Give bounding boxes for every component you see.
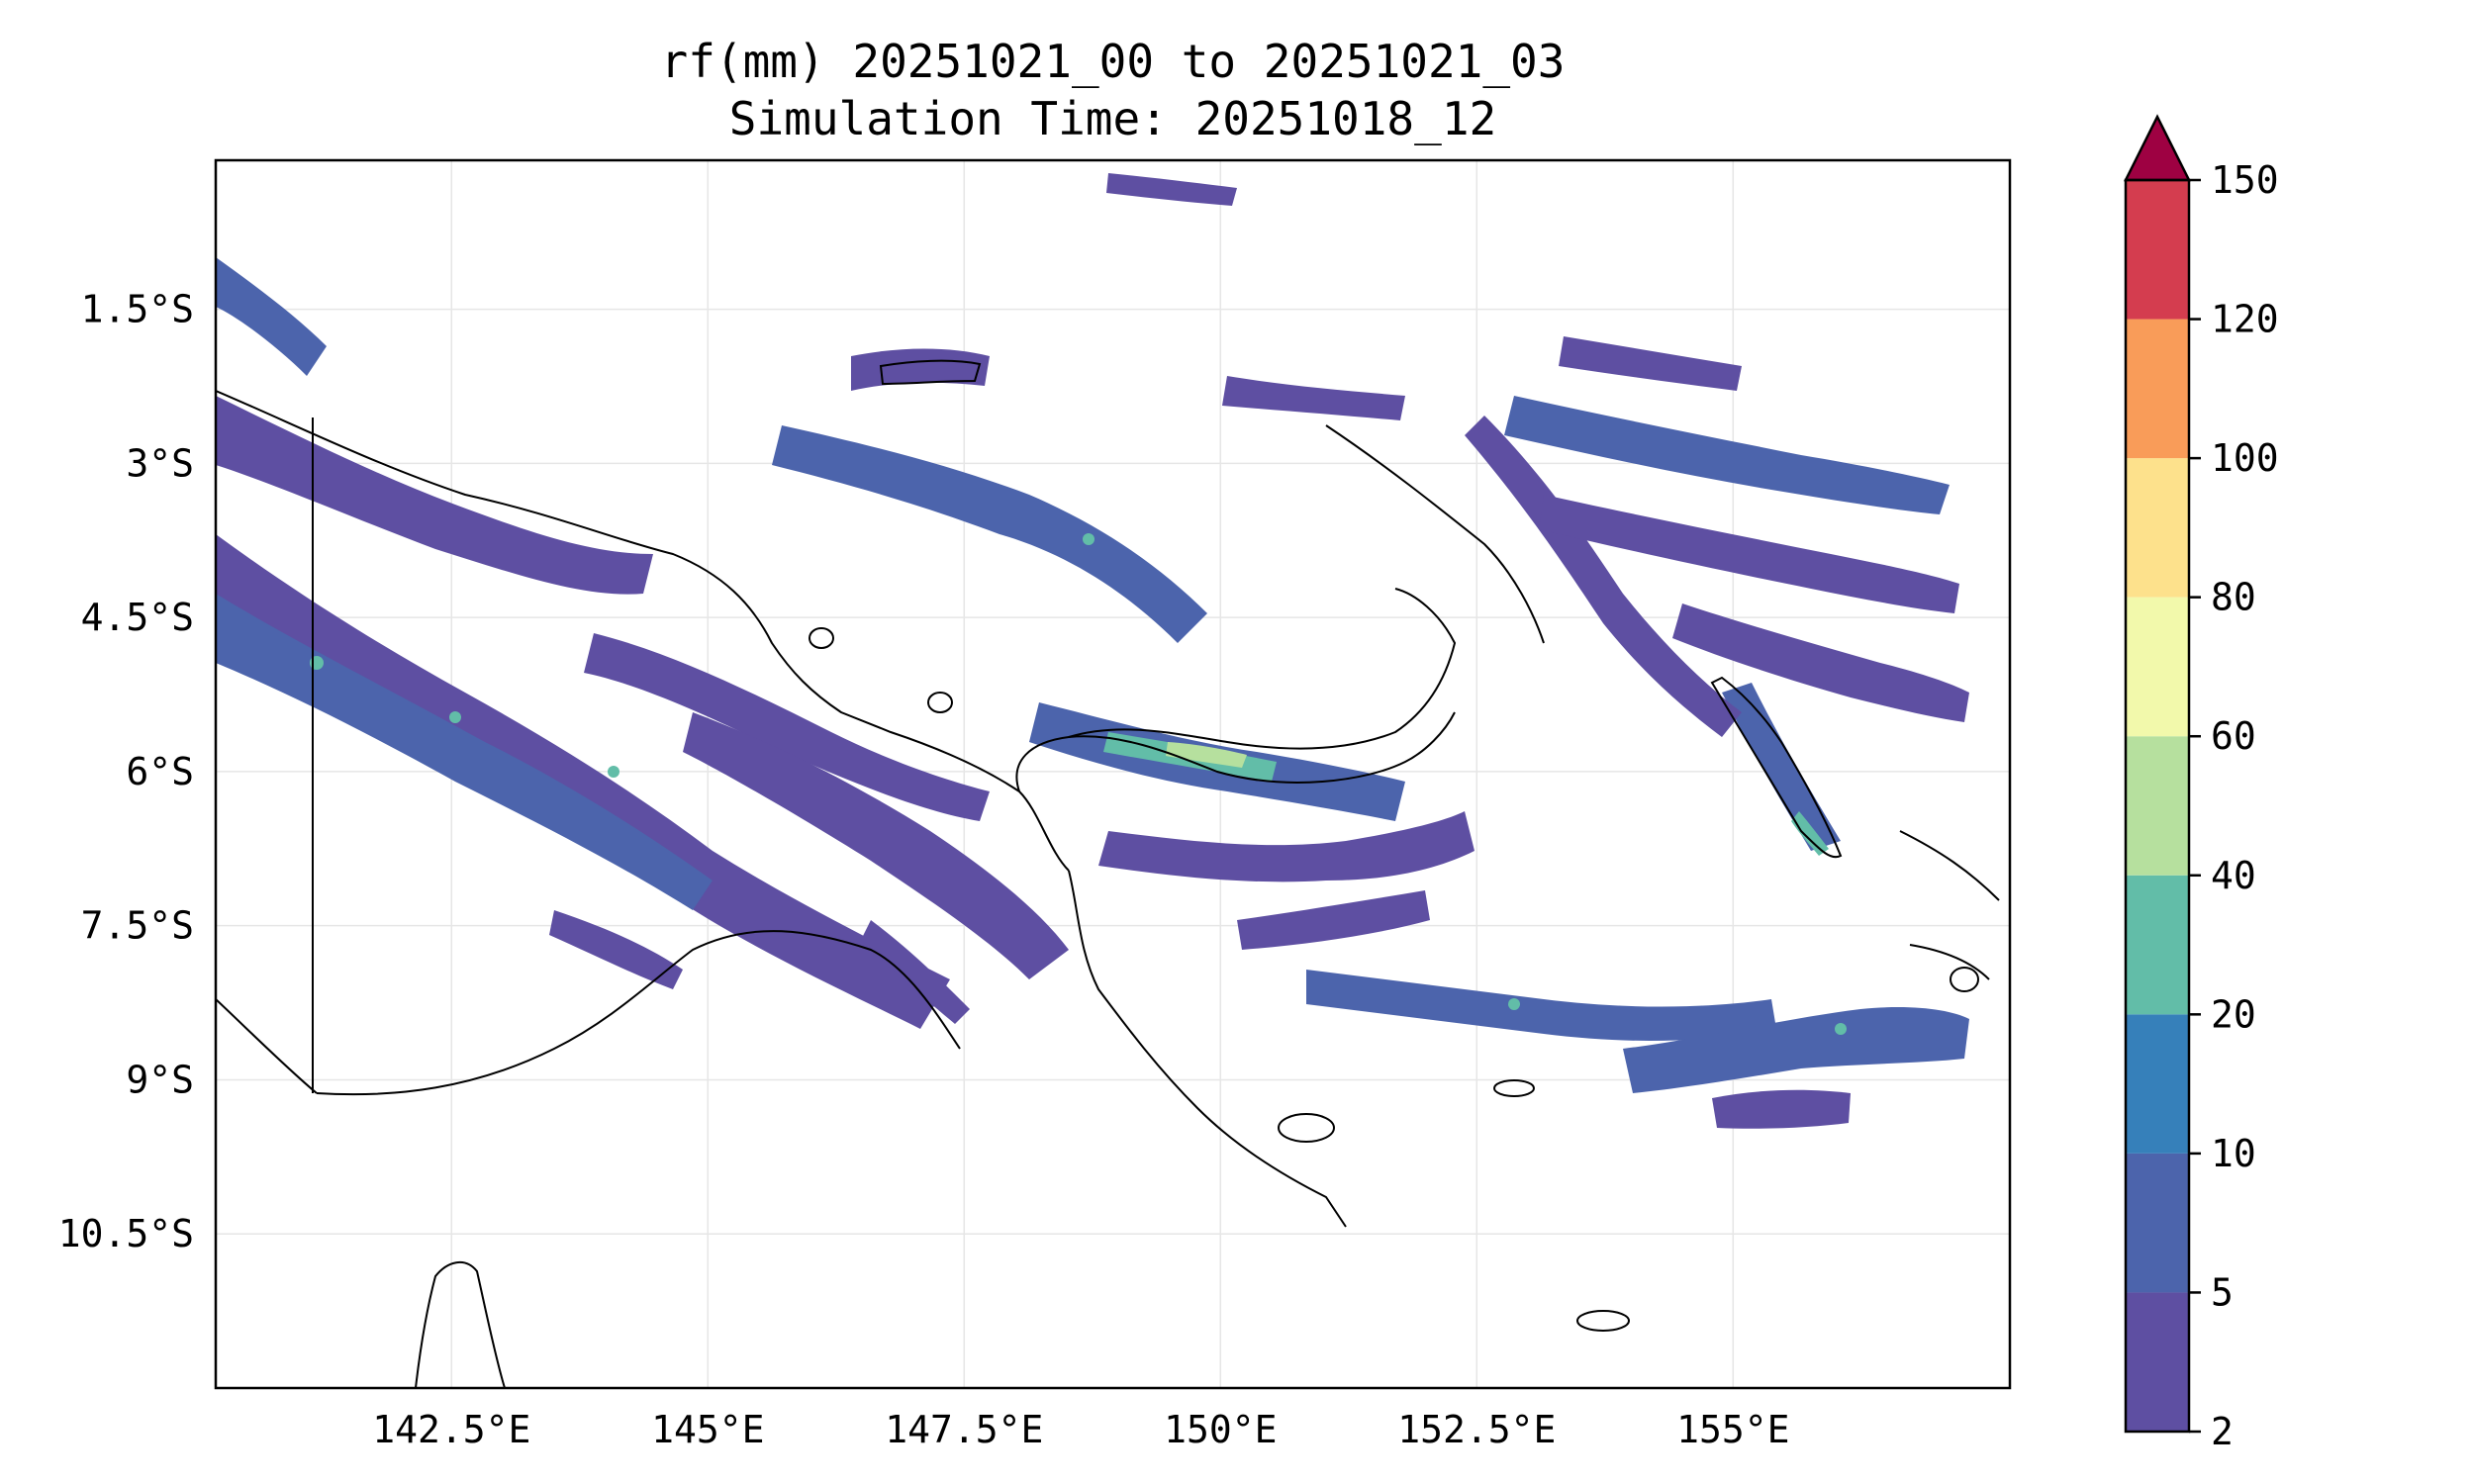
colorbar-tick-label: 60 xyxy=(2211,714,2256,758)
lat-tick-label: 4.5°S xyxy=(81,596,194,639)
colorbar-tick-label: 2 xyxy=(2211,1410,2234,1453)
rainfall-layer xyxy=(216,173,1969,1129)
map-area: 142.5°E 145°E 147.5°E 150°E 152.5°E 155°E 1.5… xyxy=(58,158,2012,1451)
coastline-new-guinea-south xyxy=(1068,870,1347,1228)
colorbar-tick-label: 40 xyxy=(2211,854,2256,897)
lon-tick-label: 155°E xyxy=(1676,1408,1789,1451)
island-rennell xyxy=(1950,967,1979,992)
lon-tick-label: 152.5°E xyxy=(1397,1408,1556,1451)
rain-band-solomon-sea-2 xyxy=(1306,970,1776,1041)
coastline-new-ireland xyxy=(1325,424,1545,644)
coastline-south-west xyxy=(216,998,318,1094)
colorbar-segment xyxy=(2126,875,2189,1015)
coastline-huon xyxy=(1015,711,1456,792)
rain-band-huon-peak xyxy=(1166,742,1247,768)
rain-band-west-highlands-core xyxy=(216,594,713,910)
latitude-tick-labels: 1.5°S 3°S 4.5°S 6°S 7.5°S 9°S 10.5°S xyxy=(58,288,194,1256)
lat-tick-label: 1.5°S xyxy=(81,288,194,331)
colorbar-tick-label: 10 xyxy=(2211,1132,2256,1175)
rain-band-bougainville-core xyxy=(1791,811,1829,856)
rain-band-solomon-sea-1 xyxy=(1237,890,1430,950)
coastline-cape-york xyxy=(415,1261,506,1388)
rain-cell-east xyxy=(1835,1023,1847,1035)
coastline-manus xyxy=(879,359,982,386)
rain-band-solomon-sea-3 xyxy=(1623,1007,1969,1093)
colorbar-segment xyxy=(2126,1292,2189,1432)
map-title: rf(mm) 20251021_00 to 20251021_03 xyxy=(660,35,1566,88)
rain-band-north-coast xyxy=(216,396,653,595)
colorbar-tick-label: 80 xyxy=(2211,576,2256,619)
colorbar-segment xyxy=(2126,597,2189,737)
colorbar-tick-label: 5 xyxy=(2211,1270,2234,1314)
lon-tick-label: 142.5°E xyxy=(372,1408,530,1451)
coastline-papua-gulf xyxy=(316,930,961,1096)
map-frame xyxy=(214,158,2012,1390)
longitude-tick-labels: 142.5°E 145°E 147.5°E 150°E 152.5°E 155°E xyxy=(372,1408,1789,1451)
rain-band-gulf xyxy=(861,920,970,1024)
island-dentrecasteaux xyxy=(1278,1113,1335,1143)
coastline-new-guinea-north xyxy=(216,390,1070,872)
island-bismarck-2 xyxy=(927,692,953,713)
colorbar-tick-label: 150 xyxy=(2211,158,2279,202)
colorbar-ticks: 2 5 10 20 40 60 80 100 120 150 xyxy=(2189,158,2279,1453)
rain-band-new-ireland xyxy=(1465,416,1742,737)
colorbar-tick-label: 100 xyxy=(2211,436,2279,480)
rain-band-north-islands xyxy=(772,425,1207,643)
lon-tick-label: 145°E xyxy=(651,1408,764,1451)
rain-band-east-4 xyxy=(1559,336,1742,391)
map-subtitle: Simulation Time: 20251018_12 xyxy=(728,92,1497,145)
rain-cell-solomon xyxy=(1508,998,1520,1010)
coastline-bougainville xyxy=(1710,676,1843,859)
colorbar-extend-arrow xyxy=(2123,114,2192,182)
colorbar-segment xyxy=(2126,1014,2189,1154)
colorbar-frame xyxy=(2124,178,2191,1434)
rain-band-north-1 xyxy=(1222,376,1405,420)
colorbar-tick-label: 20 xyxy=(2211,992,2256,1036)
rain-cell-central xyxy=(449,711,461,723)
lon-tick-label: 147.5°E xyxy=(885,1408,1043,1451)
rain-band-west-highlands xyxy=(216,534,950,1029)
rain-band-fly xyxy=(549,910,683,989)
rain-band-south-1 xyxy=(1712,1089,1851,1129)
coastlines xyxy=(216,359,2000,1388)
rain-band-new-britain xyxy=(1098,811,1475,882)
rain-band-sepik xyxy=(584,633,990,821)
colorbar-segments xyxy=(2126,180,2189,1432)
island-bismarck-1 xyxy=(809,627,834,649)
coastline-new-britain xyxy=(1068,588,1457,750)
lat-tick-label: 6°S xyxy=(126,750,194,793)
rain-band-east-2 xyxy=(1539,495,1959,613)
colorbar-tick-label: 120 xyxy=(2211,298,2279,341)
rain-band-bougainville xyxy=(1722,683,1841,851)
colorbar-segment xyxy=(2126,319,2189,459)
colorbar-segment xyxy=(2126,736,2189,876)
colorbar-segment xyxy=(2126,180,2189,320)
rain-band-east-3 xyxy=(1672,603,1969,722)
lon-tick-label: 150°E xyxy=(1164,1408,1277,1451)
lat-tick-label: 3°S xyxy=(126,441,194,485)
island-louisiade xyxy=(1576,1310,1630,1332)
coastline-solomons xyxy=(1899,830,2000,980)
rain-band-east-1 xyxy=(1504,396,1950,514)
lat-tick-label: 9°S xyxy=(126,1058,194,1101)
rain-band-northwest xyxy=(216,257,327,376)
rain-band-far-north xyxy=(1106,173,1237,206)
rain-cell-highlands xyxy=(608,766,619,778)
rain-band-central xyxy=(683,712,1069,979)
island-trobriand xyxy=(1493,1079,1535,1097)
lat-tick-label: 10.5°S xyxy=(58,1212,194,1255)
colorbar-segment xyxy=(2126,458,2189,598)
lat-tick-label: 7.5°S xyxy=(81,904,194,948)
colorbar-segment xyxy=(2126,1153,2189,1293)
colorbar: 2 5 10 20 40 60 80 100 120 150 xyxy=(2123,114,2279,1453)
rain-cell-north xyxy=(1083,533,1094,545)
